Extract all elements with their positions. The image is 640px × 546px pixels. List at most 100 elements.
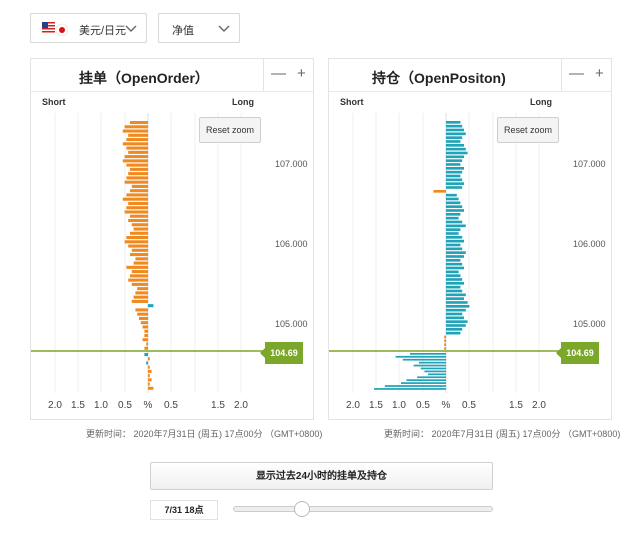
reset-zoom-button[interactable]: Reset zoom bbox=[497, 117, 560, 143]
open-position-chart[interactable] bbox=[329, 59, 611, 419]
zoom-out-button[interactable]: — bbox=[271, 65, 286, 82]
time-slider-handle[interactable] bbox=[294, 501, 310, 517]
bar bbox=[144, 333, 148, 338]
open-position-panel: 持仓（OpenPositon) — + Short Long Reset zoo… bbox=[328, 58, 612, 420]
bar bbox=[374, 388, 446, 390]
x-tick-label: % bbox=[143, 400, 153, 411]
bar bbox=[446, 251, 466, 254]
currency-pair-select[interactable]: 美元/日元 bbox=[30, 13, 147, 43]
long-label: Long bbox=[232, 97, 254, 107]
bar bbox=[126, 193, 148, 197]
time-slider-track[interactable] bbox=[233, 506, 493, 512]
divider bbox=[561, 59, 562, 91]
bar bbox=[444, 339, 446, 343]
bar bbox=[446, 182, 464, 185]
show-24h-button[interactable]: 显示过去24小时的挂单及持仓 bbox=[150, 462, 493, 490]
bar bbox=[433, 190, 446, 193]
bar bbox=[124, 210, 148, 214]
bar bbox=[128, 278, 148, 282]
currency-pair-value: 美元/日元 bbox=[79, 25, 127, 37]
x-tick-label: 0.5 bbox=[118, 400, 132, 411]
bar bbox=[124, 125, 148, 129]
x-tick-label: 1.0 bbox=[94, 400, 108, 411]
x-tick-label: 2.0 bbox=[532, 400, 546, 411]
bar bbox=[148, 374, 150, 378]
bar bbox=[140, 321, 148, 325]
bar bbox=[131, 299, 148, 303]
divider bbox=[329, 91, 611, 92]
short-label: Short bbox=[42, 97, 66, 107]
bar bbox=[446, 224, 466, 228]
bar bbox=[128, 244, 148, 248]
y-tick-label: 105.000 bbox=[275, 319, 308, 329]
bar bbox=[446, 232, 459, 235]
bar bbox=[446, 243, 461, 247]
reset-zoom-button[interactable]: Reset zoom bbox=[199, 117, 262, 143]
y-tick-label: 106.000 bbox=[275, 239, 308, 249]
bar bbox=[144, 329, 148, 333]
zoom-out-button[interactable]: — bbox=[569, 65, 584, 82]
bar bbox=[148, 304, 154, 308]
bar bbox=[446, 274, 461, 277]
bar bbox=[126, 146, 148, 150]
current-price-label: 104.69 bbox=[556, 342, 599, 364]
x-tick-label: 1.5 bbox=[211, 400, 225, 411]
bar bbox=[126, 138, 148, 142]
bar bbox=[444, 335, 446, 339]
zoom-in-button[interactable]: + bbox=[297, 65, 306, 82]
bar bbox=[139, 316, 148, 320]
x-tick-label: 0.5 bbox=[164, 400, 178, 411]
bar bbox=[446, 201, 461, 205]
bar bbox=[446, 163, 461, 166]
bar bbox=[446, 209, 464, 212]
bar bbox=[126, 206, 148, 210]
bar bbox=[446, 186, 463, 189]
bar bbox=[133, 295, 148, 299]
mode-value: 净值 bbox=[172, 25, 194, 37]
x-tick-label: 2.0 bbox=[234, 400, 248, 411]
bar bbox=[130, 189, 148, 193]
bar bbox=[146, 342, 148, 346]
bar bbox=[446, 121, 461, 124]
bar bbox=[126, 236, 148, 240]
bar bbox=[142, 338, 148, 342]
bar bbox=[446, 331, 461, 335]
x-tick-label: 0.5 bbox=[462, 400, 476, 411]
panel-title: 挂单（OpenOrder） bbox=[79, 70, 209, 86]
bar bbox=[126, 163, 148, 167]
bar bbox=[446, 197, 459, 201]
bar bbox=[148, 382, 150, 386]
bar bbox=[428, 373, 446, 376]
open-order-chart[interactable] bbox=[31, 59, 313, 419]
short-label: Short bbox=[340, 97, 364, 107]
bar bbox=[122, 197, 148, 201]
bar bbox=[401, 382, 446, 384]
bar bbox=[128, 172, 148, 176]
bar bbox=[135, 257, 148, 261]
mode-select[interactable]: 净值 bbox=[158, 13, 240, 43]
bar bbox=[446, 216, 459, 220]
bar bbox=[446, 301, 468, 304]
bar bbox=[446, 247, 463, 251]
x-tick-label: 1.0 bbox=[392, 400, 406, 411]
x-tick-label: 1.5 bbox=[369, 400, 383, 411]
bar bbox=[130, 253, 148, 257]
bar bbox=[420, 367, 446, 370]
bar bbox=[128, 150, 148, 154]
bar bbox=[446, 228, 461, 231]
zoom-in-button[interactable]: + bbox=[595, 65, 604, 82]
bar bbox=[446, 255, 464, 258]
bar bbox=[130, 167, 148, 171]
bar bbox=[122, 129, 148, 133]
x-tick-label: 0.5 bbox=[416, 400, 430, 411]
bar bbox=[148, 378, 152, 382]
bar bbox=[446, 266, 464, 270]
chevron-down-icon bbox=[125, 25, 137, 32]
bar bbox=[446, 289, 463, 293]
x-tick-label: 2.0 bbox=[346, 400, 360, 411]
bar bbox=[446, 151, 468, 155]
bar bbox=[146, 361, 148, 365]
bar bbox=[148, 386, 154, 390]
bar bbox=[446, 328, 463, 331]
current-time-label: 7/31 18点 bbox=[150, 500, 218, 520]
